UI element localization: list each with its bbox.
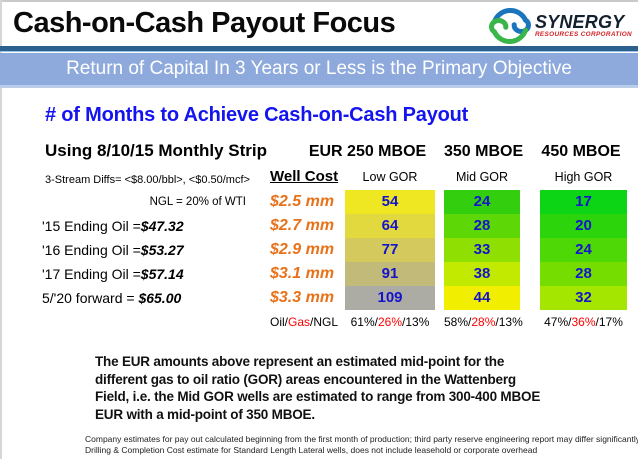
assumption-value: $47.32 — [140, 218, 184, 234]
assumption-label: '17 Ending Oil = — [42, 266, 141, 282]
eur-header-450: 450 MBOE — [541, 143, 621, 160]
stream-mix-label: Oil/Gas/NGL — [270, 312, 342, 332]
low-gor-column: Low GOR 54 64 77 91 109 61%/26%/13% — [345, 164, 435, 332]
logo-text: SYNERGY RESOURCES CORPORATION — [535, 13, 632, 38]
logo-company-subtitle: RESOURCES CORPORATION — [534, 31, 632, 39]
assumption-label: '15 Ending Oil = — [42, 218, 141, 234]
gas-pct: 36% — [571, 315, 596, 329]
payout-months-cell: 24 — [540, 238, 627, 262]
disclaimer-footnote: Company estimates for pay out calculated… — [85, 434, 638, 455]
company-logo: SYNERGY RESOURCES CORPORATION — [488, 5, 632, 47]
gas-pct: 26% — [377, 315, 403, 329]
payout-months-cell: 33 — [444, 238, 520, 262]
stream-ngl: /NGL — [310, 315, 339, 329]
ngl-pct: /17% — [595, 315, 623, 329]
payout-months-cell: 91 — [345, 262, 435, 286]
stream-mix-percentages: 61%/26%/13% — [345, 312, 435, 332]
well-cost-header: Well Cost — [270, 168, 339, 185]
high-gor-header: High GOR — [554, 170, 613, 184]
diffs-note: 3-Stream Diffs= <$8.00/bbl>, <$0.50/mcf> — [45, 174, 250, 186]
payout-months-cell: 109 — [345, 286, 435, 310]
well-cost-value: $3.1 mm — [270, 265, 335, 282]
mid-gor-column: Mid GOR 24 28 33 38 44 58%/28%/13% — [444, 164, 523, 332]
note-line: EUR with a mid-point of 350 MBOE. — [95, 406, 315, 422]
oil-pct: 47%/ — [544, 315, 572, 329]
stream-gas: Gas — [288, 315, 311, 329]
payout-months-cell: 77 — [345, 238, 435, 262]
assumption-row: 5/'20 forward = $65.00 — [40, 286, 252, 310]
payout-months-cell: 28 — [444, 214, 520, 238]
note-line: different gas to oil ratio (GOR) areas e… — [95, 371, 516, 387]
assumption-label: NGL = 20% of WTI — [149, 196, 246, 208]
payout-months-cell: 17 — [540, 190, 627, 214]
payout-months-cell: 44 — [444, 286, 520, 310]
assumption-row: '17 Ending Oil =$57.14 — [40, 262, 252, 286]
stream-oil: Oil/ — [270, 315, 288, 329]
payout-months-cell: 20 — [540, 214, 627, 238]
note-line: Field, i.e. the Mid GOR wells are estima… — [95, 389, 541, 405]
assumption-row: NGL = 20% of WTI — [40, 190, 252, 214]
ngl-pct: /13% — [402, 315, 430, 329]
well-cost-value: $2.9 mm — [270, 241, 335, 258]
payout-months-cell: 64 — [345, 214, 435, 238]
gas-pct: 28% — [471, 315, 496, 329]
mid-gor-header: Mid GOR — [455, 170, 509, 184]
low-gor-header: Low GOR — [362, 170, 418, 184]
oil-pct: 61%/ — [350, 315, 378, 329]
top-edge-divider — [0, 0, 638, 2]
payout-months-cell: 24 — [444, 190, 520, 214]
objective-banner: Return of Capital In 3 Years or Less is … — [0, 53, 638, 88]
logo-company-name: SYNERGY — [534, 12, 625, 33]
footnote-line: Company estimates for pay out calculated… — [85, 434, 638, 444]
note-line: The EUR amounts above represent an estim… — [95, 354, 505, 369]
high-gor-column: High GOR 17 20 24 28 32 47%/36%/17% — [540, 164, 627, 332]
left-edge-divider — [0, 0, 2, 459]
assumption-value: $53.27 — [140, 242, 184, 258]
page-title: Cash-on-Cash Payout Focus — [13, 7, 396, 39]
assumption-value: $57.14 — [140, 266, 184, 282]
assumption-label: '16 Ending Oil = — [42, 242, 141, 258]
eur-explanation-note: The EUR amounts above represent an estim… — [95, 353, 540, 423]
section-heading: # of Months to Achieve Cash-on-Cash Payo… — [45, 104, 469, 126]
well-cost-value: $3.3 mm — [270, 289, 335, 306]
payout-months-cell: 32 — [540, 286, 627, 310]
well-cost-value: $2.7 mm — [270, 217, 335, 234]
footnote-line: Drilling & Completion Cost estimate for … — [85, 444, 538, 455]
ngl-pct: /13% — [495, 315, 523, 329]
eur-header-350: 350 MBOE — [444, 143, 524, 160]
well-cost-column: Well Cost $2.5 mm $2.7 mm $2.9 mm $3.1 m… — [270, 164, 342, 332]
assumption-label: 5/'20 forward = — [42, 290, 139, 306]
payout-months-cell: 54 — [345, 190, 435, 214]
assumption-value: $65.00 — [138, 290, 182, 306]
stream-mix-percentages: 58%/28%/13% — [444, 312, 523, 332]
title-underline-rule — [0, 46, 638, 52]
synergy-swirl-icon — [488, 7, 531, 45]
oil-pct: 58%/ — [444, 315, 472, 329]
well-cost-value: $2.5 mm — [270, 193, 335, 210]
payout-months-cell: 38 — [444, 262, 520, 286]
eur-header-250: EUR 250 MBOE — [308, 143, 427, 160]
assumptions-column: Using 8/10/15 Monthly Strip 3-Stream Dif… — [40, 138, 267, 310]
assumption-row: '16 Ending Oil =$53.27 — [40, 238, 252, 262]
strip-label: Using 8/10/15 Monthly Strip — [45, 141, 267, 160]
payout-months-cell: 28 — [540, 262, 627, 286]
stream-mix-percentages: 47%/36%/17% — [540, 312, 627, 332]
assumption-row: '15 Ending Oil =$47.32 — [40, 214, 252, 238]
